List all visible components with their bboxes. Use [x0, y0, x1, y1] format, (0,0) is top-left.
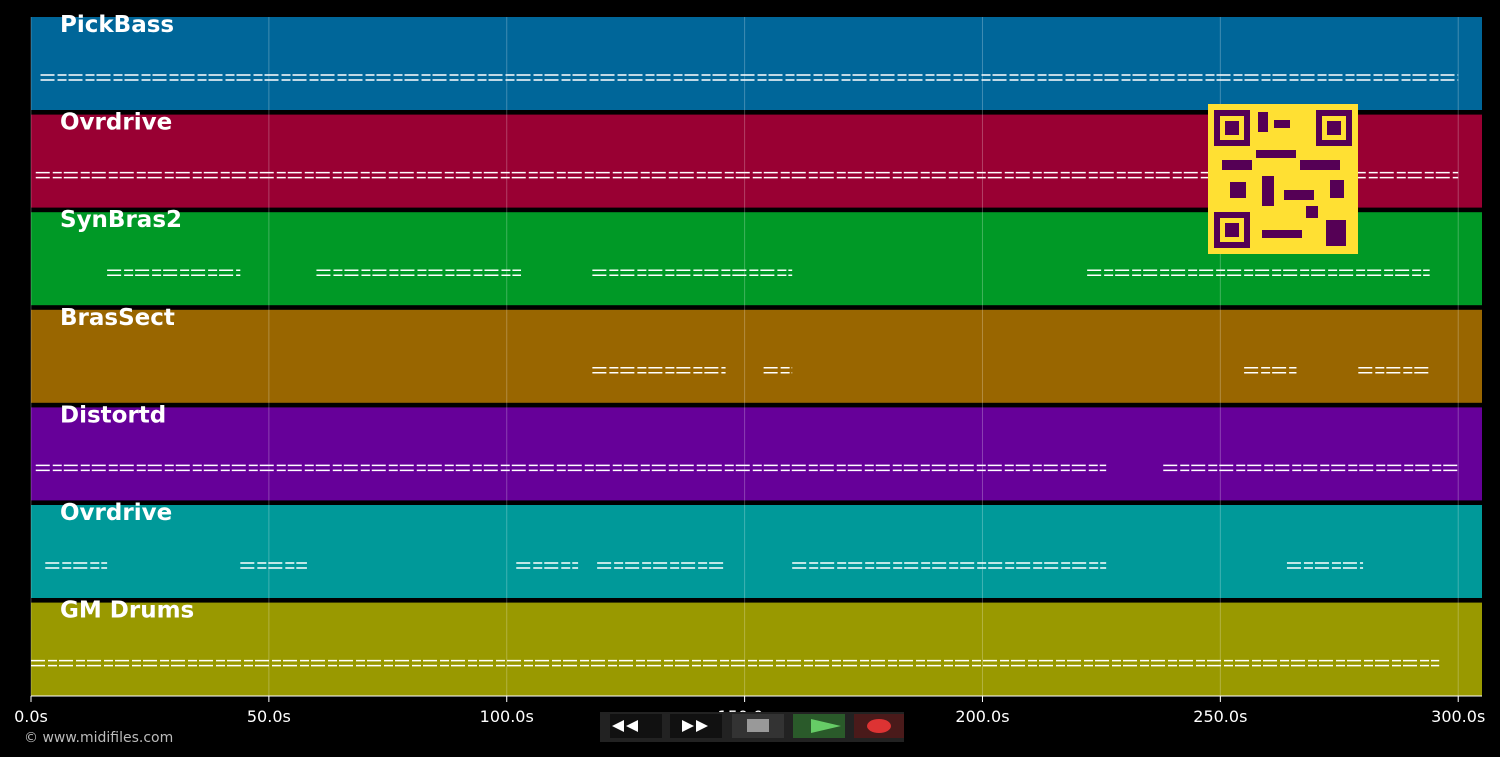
track-name: BrasSect — [60, 305, 175, 331]
tick-label: 100.0s — [480, 707, 534, 726]
tick-label: 250.0s — [1193, 707, 1247, 726]
track-name: Distortd — [60, 402, 166, 428]
track-band — [31, 505, 1482, 598]
track-name: Ovrdrive — [60, 110, 172, 136]
tick-label: 300.0s — [1431, 707, 1485, 726]
transport-controls — [600, 712, 904, 742]
track-band — [31, 407, 1482, 501]
tick-label: 200.0s — [955, 707, 1009, 726]
track-name: Ovrdrive — [60, 500, 172, 526]
track-band — [31, 309, 1482, 403]
track-band — [31, 17, 1482, 110]
notes — [31, 74, 1459, 667]
tick-label: 50.0s — [247, 707, 291, 726]
track-name: GM Drums — [60, 598, 194, 624]
tick-label: 0.0s — [14, 707, 48, 726]
copyright: © www.midifiles.com — [24, 730, 173, 746]
track-name: SynBras2 — [60, 207, 182, 233]
track-name: PickBass — [60, 12, 174, 38]
qr-code — [1208, 104, 1358, 254]
grid — [30, 17, 1459, 700]
track-band — [31, 602, 1482, 696]
